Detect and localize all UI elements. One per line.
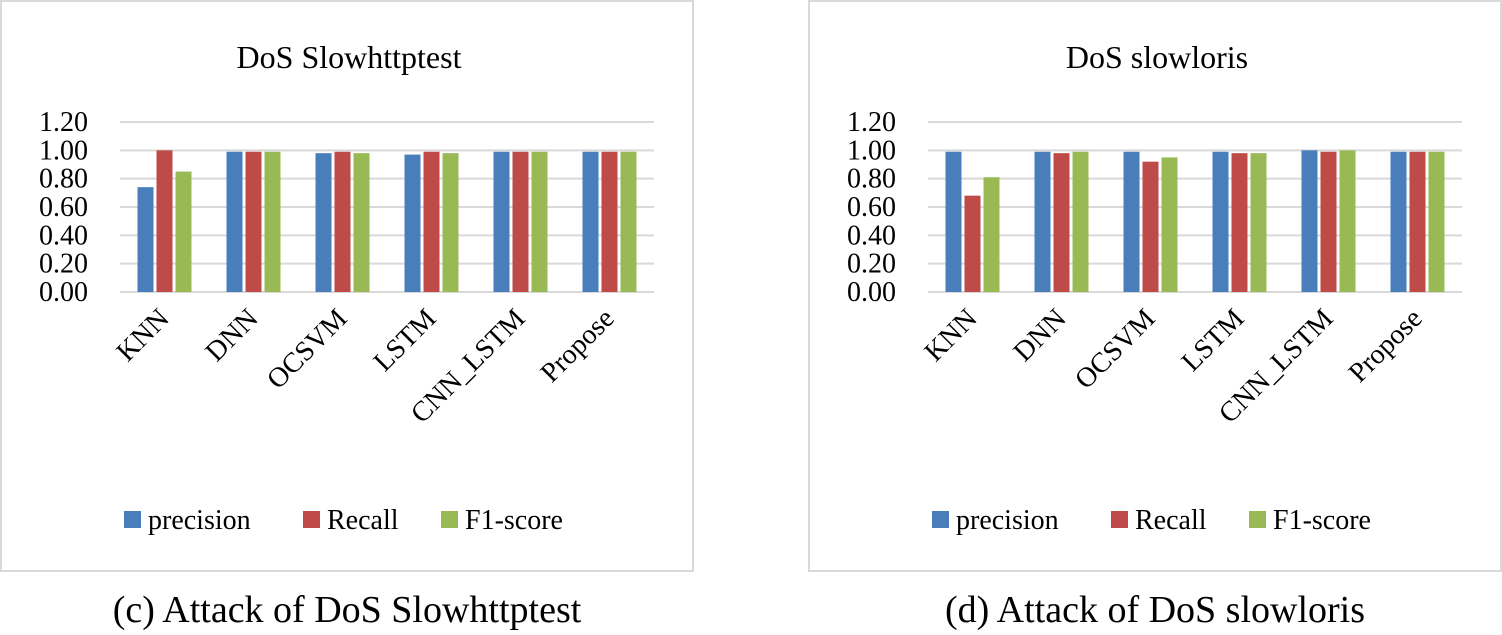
bar-f1-score-cnn-lstm	[531, 151, 548, 292]
x-tick-label: LSTM	[1176, 303, 1251, 378]
y-tick-label: 1.00	[39, 135, 88, 166]
y-tick-label: 1.00	[847, 135, 896, 166]
bar-recall-lstm	[423, 151, 440, 292]
y-tick-label: 0.40	[39, 220, 88, 251]
bar-recall-knn	[964, 195, 981, 292]
bar-f1-score-propose	[620, 151, 637, 292]
x-tick-label: Propose	[535, 303, 621, 389]
legend-label-recall: Recall	[1135, 505, 1207, 536]
legend-swatch-f1-score	[441, 511, 458, 528]
x-tick-label: DNN	[200, 303, 265, 368]
x-tick-label: KNN	[111, 303, 176, 368]
figure-caption: (d) Attack of DoS slowloris	[944, 589, 1366, 631]
bar-f1-score-propose	[1428, 151, 1445, 292]
bar-recall-dnn	[245, 151, 262, 292]
y-tick-label: 0.20	[847, 249, 896, 280]
chart-panel-d: DoS slowloris 0.00 0.20 0.40 0.60 0.80 1.00 1.2…	[808, 0, 1502, 635]
y-tick-label: 0.40	[847, 220, 896, 251]
y-tick-label: 1.20	[39, 107, 88, 138]
x-tick-label: OCSVM	[1069, 303, 1161, 395]
chart-panel-c: DoS Slowhttptest 0.00 0.20 0.40 0.60 0.80 1.00…	[0, 0, 700, 635]
bar-precision-dnn	[1034, 151, 1051, 292]
chart-title: DoS slowloris	[1066, 39, 1248, 75]
bar-precision-propose	[1390, 151, 1407, 292]
legend-swatch-recall	[1111, 511, 1128, 528]
bar-f1-score-ocsvm	[353, 153, 370, 292]
bar-f1-score-dnn	[264, 151, 281, 292]
bar-recall-propose	[601, 151, 618, 292]
legend-swatch-precision	[932, 511, 949, 528]
chart-svg-dos-slowhttptest: DoS Slowhttptest 0.000.200.400.600.801.00…	[39, 39, 654, 536]
bar-recall-ocsvm	[1142, 161, 1159, 292]
bar-recall-knn	[156, 150, 173, 292]
bar-recall-cnn-lstm	[512, 151, 529, 292]
bar-f1-score-lstm	[1250, 153, 1267, 292]
x-tick-label: OCSVM	[261, 303, 353, 395]
bar-precision-propose	[582, 151, 599, 292]
bar-recall-propose	[1409, 151, 1426, 292]
y-tick-label: 0.60	[39, 192, 88, 223]
legend-label-precision: precision	[148, 505, 251, 536]
bar-precision-dnn	[226, 151, 243, 292]
bar-precision-lstm	[1212, 151, 1229, 292]
y-tick-label: 0.60	[847, 192, 896, 223]
bar-recall-cnn-lstm	[1320, 151, 1337, 292]
bar-f1-score-lstm	[442, 153, 459, 292]
bar-recall-lstm	[1231, 153, 1248, 292]
chart-frame: DoS Slowhttptest 0.00 0.20 0.40 0.60 0.80 1.00…	[0, 0, 694, 572]
bar-precision-knn	[137, 187, 154, 292]
bar-f1-score-knn	[983, 177, 1000, 292]
y-tick-label: 0.20	[39, 249, 88, 280]
bar-f1-score-dnn	[1072, 151, 1089, 292]
legend-label-precision: precision	[956, 505, 1059, 536]
y-tick-label: 0.80	[39, 164, 88, 195]
chart-title: DoS Slowhttptest	[237, 39, 462, 75]
y-tick-label: 0.00	[847, 277, 896, 308]
bar-precision-ocsvm	[315, 153, 332, 292]
x-tick-label: LSTM	[368, 303, 443, 378]
chart-svg-dos-slowloris: DoS slowloris 0.000.200.400.600.801.001.2…	[847, 39, 1462, 536]
figure-caption: (c) Attack of DoS Slowhttptest	[112, 589, 582, 631]
bar-precision-knn	[945, 151, 962, 292]
y-tick-label: 1.20	[847, 107, 896, 138]
legend-swatch-recall	[303, 511, 320, 528]
x-tick-label: DNN	[1008, 303, 1073, 368]
chart-frame: DoS slowloris 0.00 0.20 0.40 0.60 0.80 1.00 1.2…	[808, 0, 1502, 572]
bar-precision-cnn-lstm	[493, 151, 510, 292]
bar-f1-score-knn	[175, 171, 192, 292]
bar-recall-dnn	[1053, 153, 1070, 292]
bar-precision-lstm	[404, 154, 421, 292]
legend-swatch-precision	[124, 511, 141, 528]
bar-f1-score-cnn-lstm	[1339, 150, 1356, 292]
y-tick-label: 0.00	[39, 277, 88, 308]
x-tick-label: Propose	[1343, 303, 1429, 389]
bar-recall-ocsvm	[334, 151, 351, 292]
legend-label-f1-score: F1-score	[1273, 505, 1371, 536]
y-tick-label: 0.80	[847, 164, 896, 195]
bar-f1-score-ocsvm	[1161, 157, 1178, 292]
legend-label-f1-score: F1-score	[465, 505, 563, 536]
bar-precision-cnn-lstm	[1301, 150, 1318, 292]
x-tick-label: KNN	[919, 303, 984, 368]
bar-precision-ocsvm	[1123, 151, 1140, 292]
legend-label-recall: Recall	[327, 505, 399, 536]
legend-swatch-f1-score	[1249, 511, 1266, 528]
